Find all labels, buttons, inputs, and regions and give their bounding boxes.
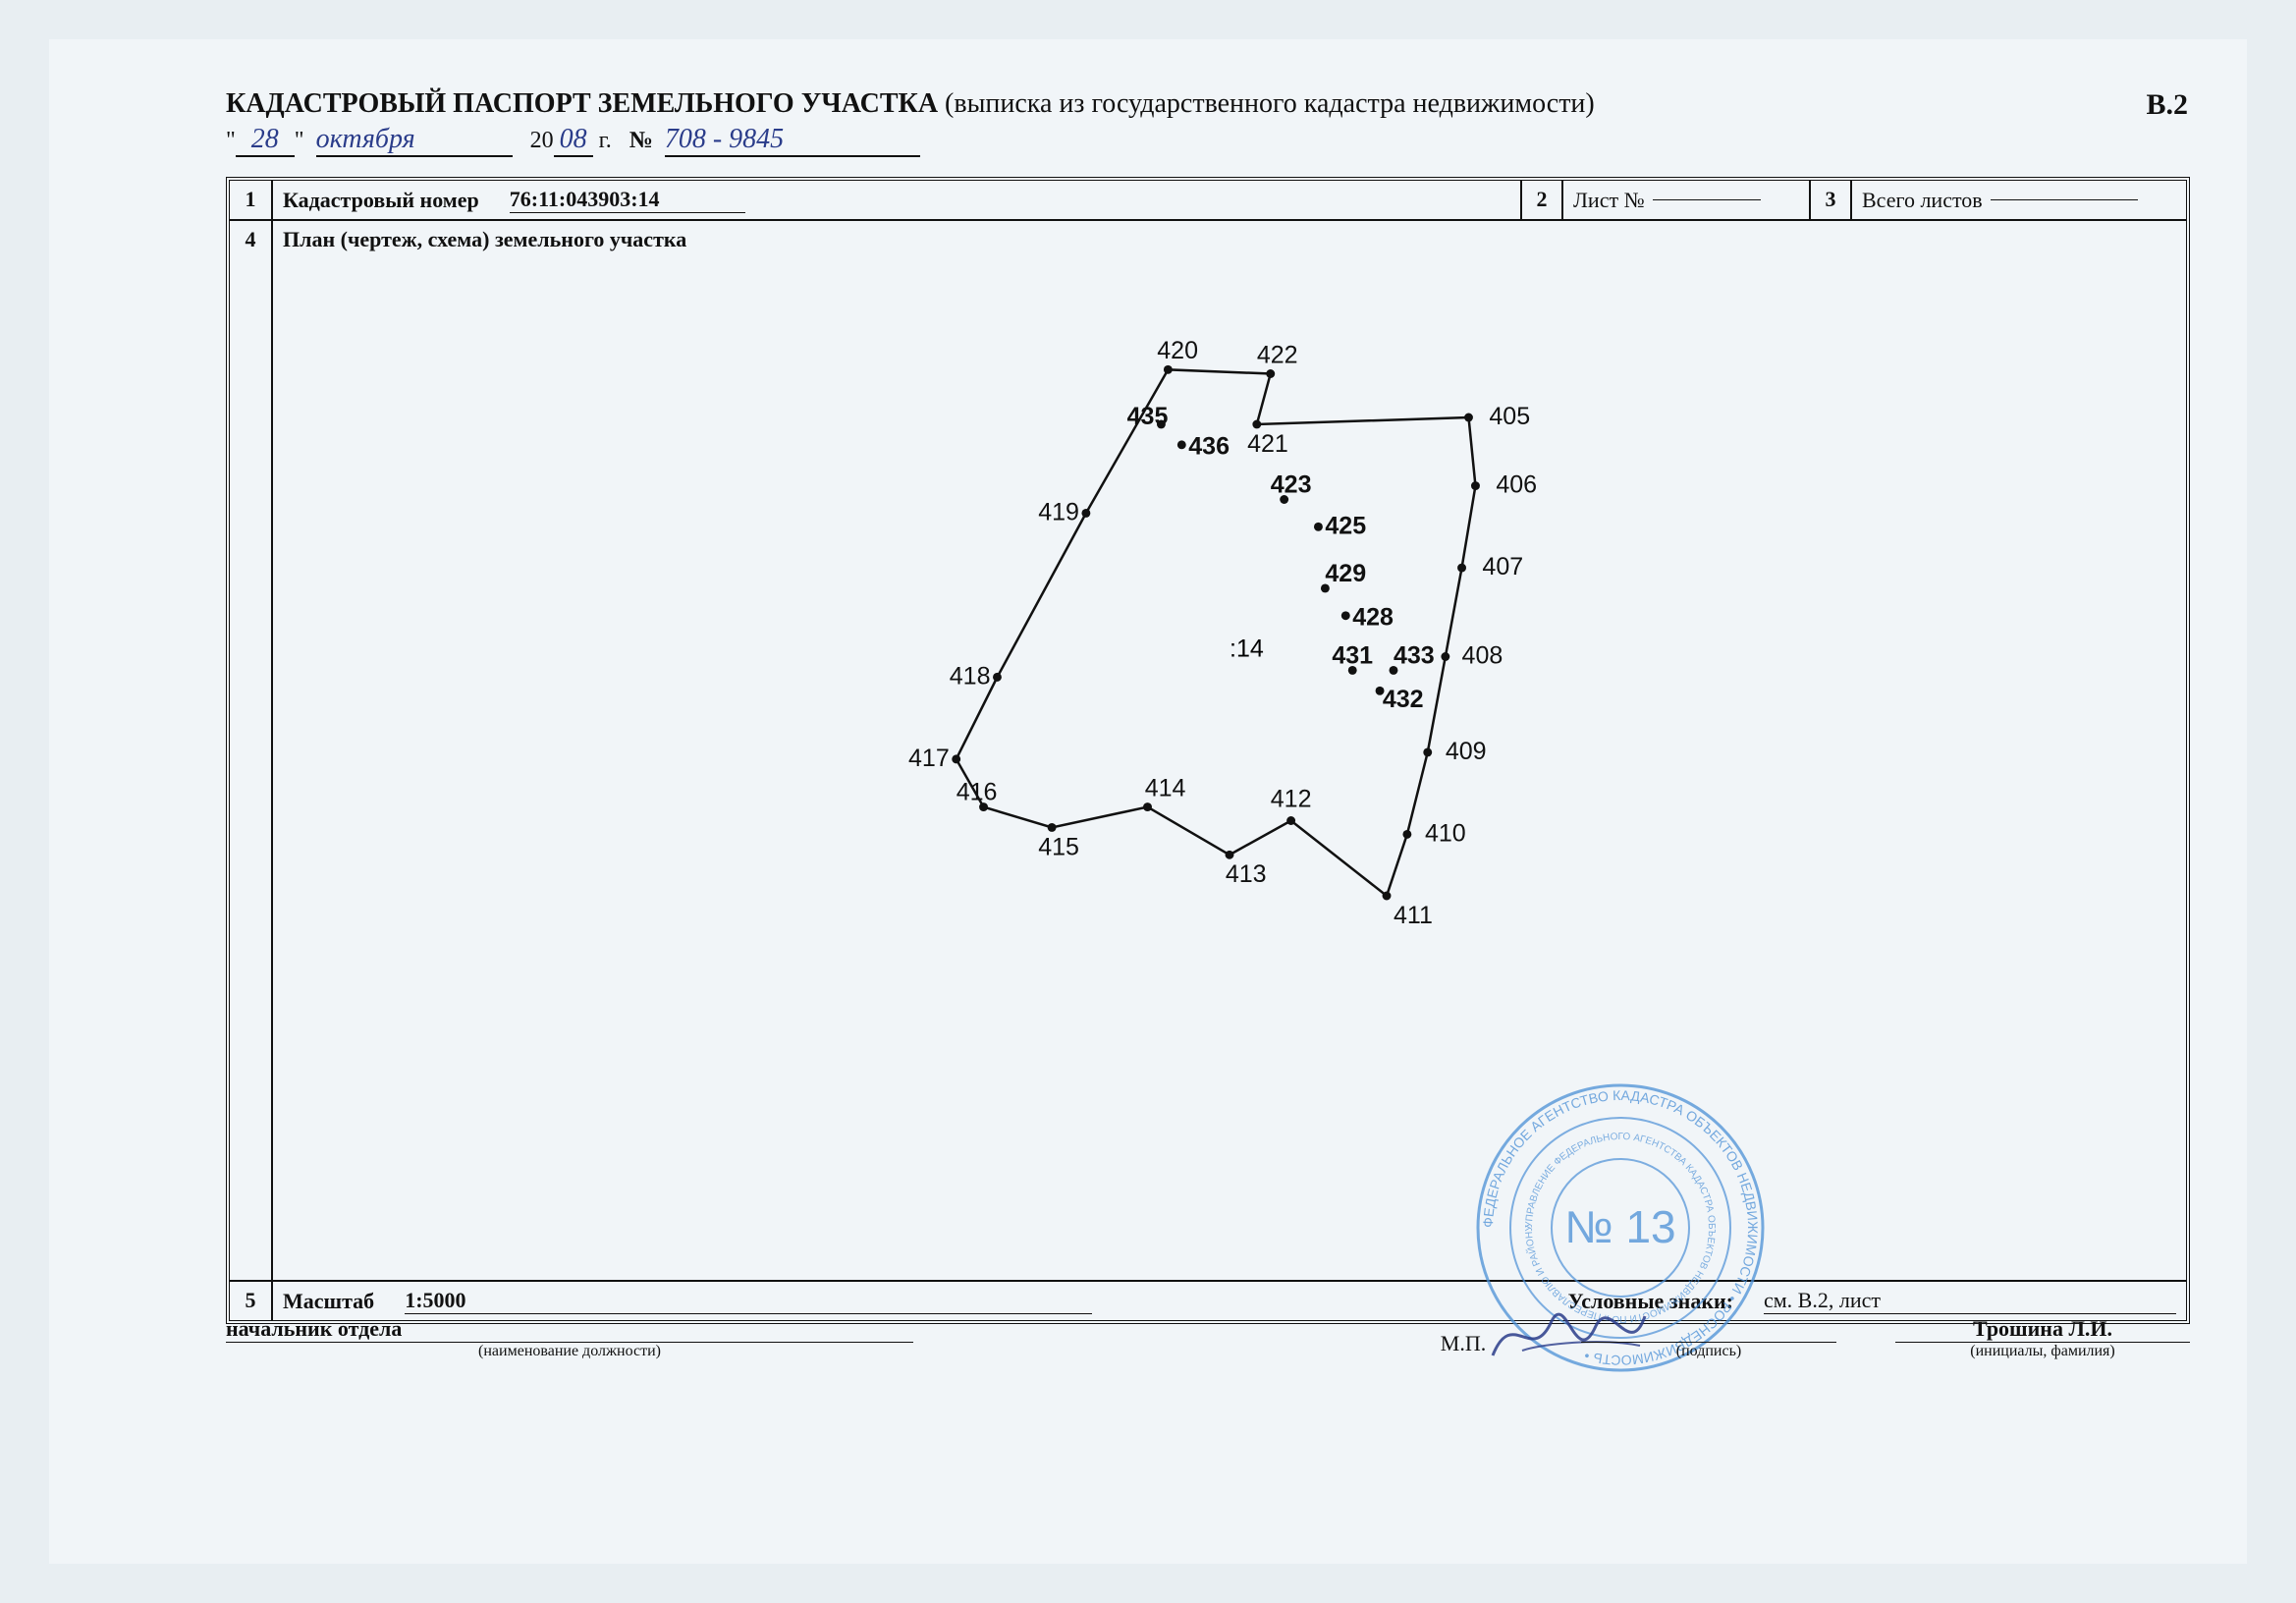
plan-point-420	[1164, 365, 1173, 374]
form-code: В.2	[2146, 88, 2188, 122]
plan-label-413: 413	[1226, 860, 1267, 888]
document-header: КАДАСТРОВЫЙ ПАСПОРТ ЗЕМЕЛЬНОГО УЧАСТКА (…	[226, 88, 2188, 120]
plan-label-429: 429	[1325, 560, 1366, 587]
plan-label-419: 419	[1038, 498, 1079, 525]
plan-label-417: 417	[908, 745, 950, 772]
plan-point-413	[1226, 851, 1234, 859]
plan-label-428: 428	[1352, 604, 1394, 632]
cell-5: 5	[230, 1282, 273, 1320]
plan-point-418	[993, 673, 1002, 682]
plan-point-436	[1177, 440, 1186, 449]
total-sheets-value	[1991, 199, 2138, 200]
footer: начальник отдела (наименование должности…	[226, 1316, 2190, 1360]
cadastral-value: 76:11:043903:14	[510, 187, 745, 213]
plan-point-425	[1314, 523, 1323, 531]
plan-label-412: 412	[1271, 786, 1312, 813]
row-cadastral: 1 Кадастровый номер 76:11:043903:14 2 Ли…	[230, 181, 2186, 221]
cell-2: 2	[1520, 181, 1563, 219]
plan-label-407: 407	[1482, 553, 1523, 580]
plan-label-411: 411	[1394, 902, 1433, 929]
plan-label-416: 416	[957, 779, 998, 806]
plan-title: План (чертеж, схема) земельного участка	[283, 227, 686, 252]
plan-point-419	[1081, 509, 1090, 518]
cell-1: 1	[230, 181, 273, 219]
date-month: октября	[316, 124, 513, 157]
docno-label: №	[629, 128, 653, 153]
year-g: г.	[593, 128, 612, 153]
plan-label-431: 431	[1332, 641, 1373, 669]
plan-point-415	[1048, 823, 1057, 832]
plan-point-405	[1464, 414, 1473, 422]
row-scale: 5 Масштаб 1:5000 Условные знаки: см. В.2…	[230, 1282, 2186, 1320]
year-prefix: 20	[530, 128, 554, 153]
stamp-center: № 13	[1564, 1201, 1675, 1252]
plan-point-414	[1143, 802, 1152, 811]
plan-point-428	[1341, 611, 1350, 620]
plan-label-415: 415	[1038, 833, 1079, 860]
cell-3: 3	[1809, 181, 1852, 219]
main-table: 1 Кадастровый номер 76:11:043903:14 2 Ли…	[226, 177, 2190, 1324]
plan-label-422: 422	[1257, 341, 1298, 368]
scale-value: 1:5000	[405, 1288, 1092, 1314]
row-plan: 4 План (чертеж, схема) земельного участк…	[230, 221, 2186, 1282]
plan-label-435: 435	[1127, 403, 1169, 430]
plan-point-411	[1383, 892, 1392, 901]
plan-label-421: 421	[1247, 430, 1288, 458]
mp: М.П.	[1441, 1331, 1486, 1355]
docno-value: 708 - 9845	[665, 124, 920, 157]
plan-label-410: 410	[1425, 819, 1466, 847]
name-caption: (инициалы, фамилия)	[1970, 1343, 2115, 1360]
year-suffix: 08	[554, 124, 593, 157]
plan-label-414: 414	[1145, 774, 1186, 802]
plan-point-412	[1286, 816, 1295, 825]
plan-label-436: 436	[1188, 433, 1230, 461]
plan-point-417	[952, 754, 960, 763]
plan-label-420: 420	[1157, 337, 1198, 364]
plan-label-425: 425	[1325, 512, 1366, 539]
plan-point-421	[1252, 420, 1261, 429]
sheet-label: Лист №	[1573, 188, 1645, 213]
plan-label-423: 423	[1271, 471, 1312, 499]
date-day: 28	[236, 124, 295, 157]
plan-point-407	[1457, 564, 1466, 573]
scale-label: Масштаб	[283, 1289, 374, 1314]
plan-point-410	[1402, 830, 1411, 839]
plan-label-432: 432	[1383, 686, 1424, 713]
total-sheets-label: Всего листов	[1862, 188, 1983, 213]
title-light: (выписка из государственного кадастра не…	[938, 88, 1595, 119]
page: КАДАСТРОВЫЙ ПАСПОРТ ЗЕМЕЛЬНОГО УЧАСТКА (…	[49, 39, 2247, 1564]
cadastral-label: Кадастровый номер	[283, 188, 479, 213]
plan-label-405: 405	[1489, 403, 1530, 430]
plan-point-408	[1441, 652, 1449, 661]
parcel-label: :14	[1230, 636, 1264, 663]
plan-label-408: 408	[1462, 641, 1503, 669]
cell-4: 4	[230, 221, 273, 1280]
plan-label-406: 406	[1496, 471, 1537, 499]
sheet-value	[1653, 199, 1761, 200]
plan-point-422	[1266, 369, 1275, 378]
date-line: "28" октября 2008 г. № 708 - 9845	[226, 124, 920, 157]
plan-point-406	[1471, 481, 1480, 490]
plan-point-409	[1423, 747, 1432, 756]
plan-label-418: 418	[950, 662, 991, 690]
plan-body: План (чертеж, схема) земельного участка …	[273, 221, 2186, 1280]
position-caption: (наименование должности)	[478, 1343, 661, 1360]
title-bold: КАДАСТРОВЫЙ ПАСПОРТ ЗЕМЕЛЬНОГО УЧАСТКА	[226, 88, 938, 119]
position: начальник отдела	[226, 1316, 913, 1343]
plan-svg: 405 406 407 408 409 410 411 412 413 414 415 416 417 4…	[273, 260, 2186, 1272]
plan-label-433: 433	[1394, 641, 1435, 669]
plan-label-409: 409	[1446, 738, 1487, 765]
sign-caption: (подпись)	[1676, 1343, 1741, 1360]
legend-value: см. В.2, лист	[1764, 1288, 2176, 1314]
signer-name: Трошина Л.И.	[1895, 1316, 2190, 1343]
